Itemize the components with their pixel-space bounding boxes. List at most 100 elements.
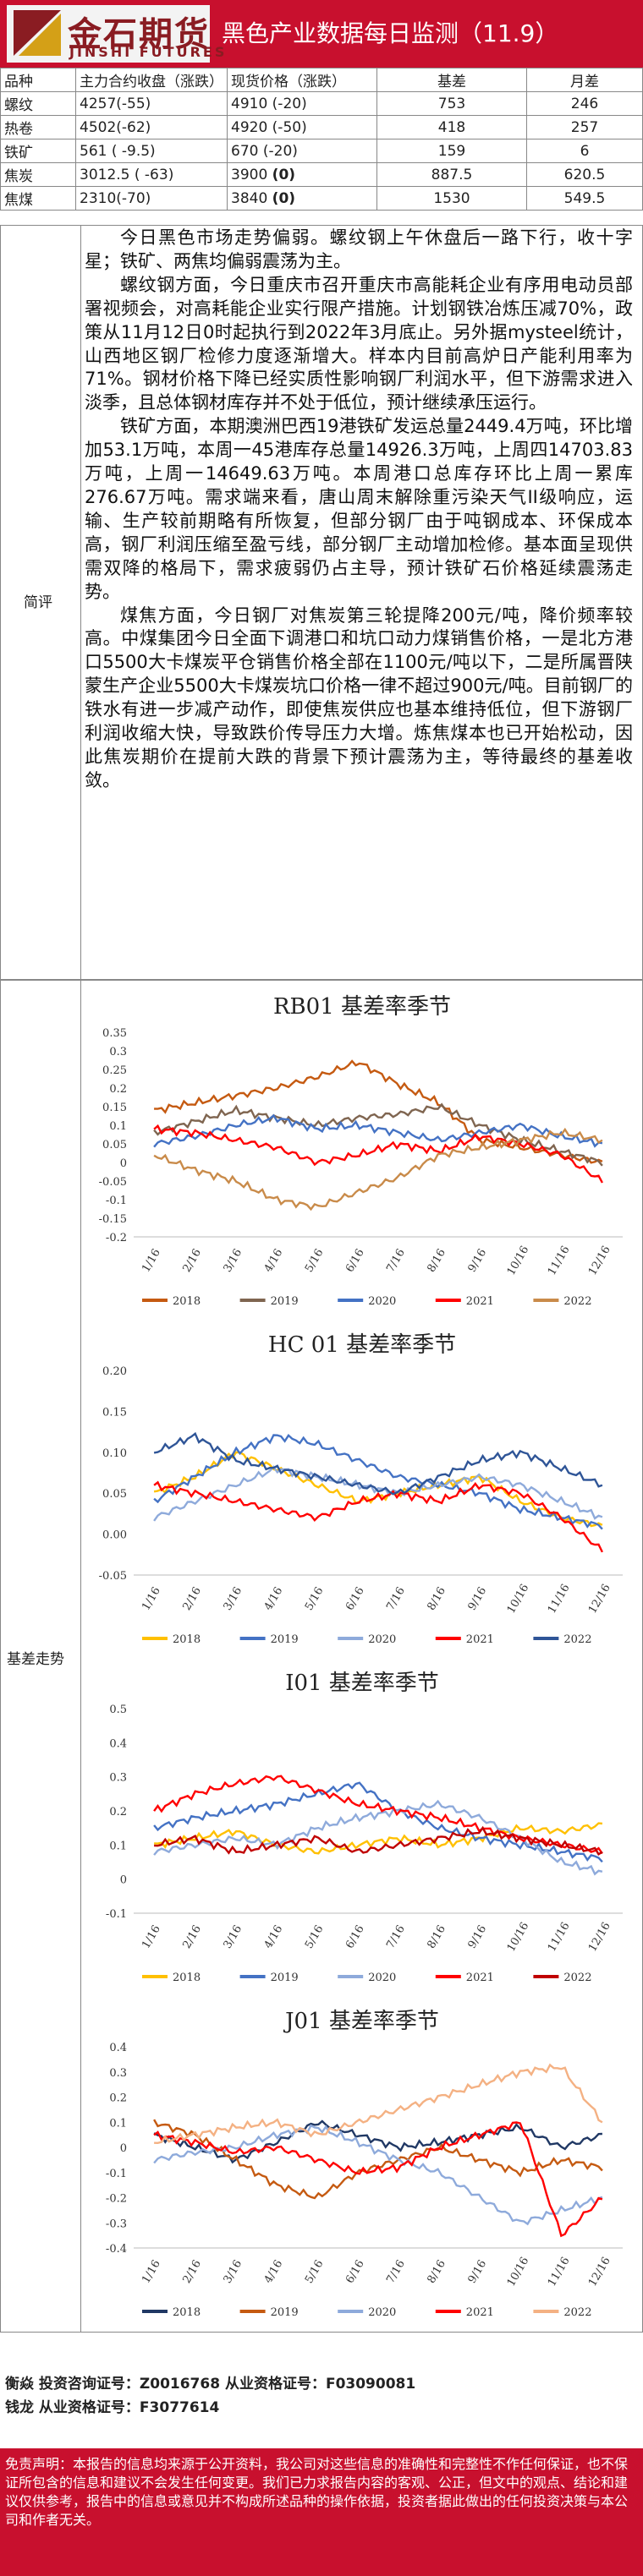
x-tick-label: 1/16 (140, 2258, 163, 2286)
x-tick-label: 12/16 (586, 1244, 613, 1277)
commentary-paragraph: 铁矿方面，本期澳洲巴西19港铁矿发运总量2449.4万吨，环比增加53.1万吨，… (85, 416, 633, 602)
y-tick-label: 0.35 (102, 1027, 127, 1040)
spot-change: (0) (272, 189, 296, 207)
legend-label: 2020 (368, 1972, 396, 1984)
y-tick-label: 0.15 (102, 1406, 127, 1419)
charts-label: 基差走势 (7, 1651, 64, 1668)
chart-title: I01 基差率季节 (285, 1671, 439, 1696)
commentary-paragraph: 今日黑色市场走势偏弱。螺纹钢上午休盘后一路下行，收十字星；铁矿、两焦均偏弱震荡为… (85, 227, 633, 271)
y-tick-label: 0.25 (102, 1064, 127, 1077)
commentary-label-cell: 简评 (0, 225, 81, 980)
spot-cell: 4910 (-20) (227, 91, 377, 116)
x-tick-label: 8/16 (425, 1247, 448, 1275)
y-tick-label: 0 (120, 2142, 127, 2155)
legend-label: 2022 (563, 2306, 591, 2319)
series-line-2020 (153, 1799, 603, 1876)
spot-change: (0) (272, 166, 296, 183)
x-tick-label: 6/16 (343, 1923, 367, 1951)
x-tick-label: 3/16 (222, 2258, 245, 2286)
x-tick-label: 10/16 (505, 2255, 532, 2289)
legend-label: 2019 (271, 1295, 299, 1308)
futures-cell: 3012.5 ( -63) (75, 162, 228, 187)
x-tick-label: 3/16 (222, 1585, 245, 1613)
x-tick-label: 3/16 (222, 1247, 245, 1275)
variety-cell: 焦炭 (0, 162, 76, 187)
x-tick-label: 8/16 (425, 2258, 448, 2286)
col-header-variety: 品种 (0, 68, 76, 92)
series-line-2021 (153, 1480, 603, 1553)
x-tick-label: 11/16 (546, 1582, 573, 1616)
y-tick-label: 0.3 (109, 2067, 127, 2080)
y-tick-label: -0.05 (99, 1176, 127, 1189)
y-tick-label: 0.10 (102, 1447, 127, 1460)
series-line-2022 (154, 2063, 603, 2145)
spot-price: 3840 (231, 189, 268, 207)
table-row: 铁矿 561 ( -9.5) 670 (-20) 159 6 (0, 139, 643, 163)
x-tick-label: 8/16 (425, 1585, 448, 1613)
series-line-2018 (154, 1822, 603, 1855)
legend-label: 2019 (271, 1972, 299, 1984)
series-line-2019 (153, 2119, 603, 2200)
table-row: 焦炭 3012.5 ( -63) 3900 (0) 887.5 620.5 (0, 162, 643, 187)
series-line-2020 (153, 1465, 603, 1522)
hc01-basis-chart: HC 01 基差率季节 0.20 0.15 0.10 0.05 0.00 -0.05 1/16… (99, 1332, 623, 1646)
series-line-2021 (153, 2121, 603, 2238)
x-tick-label: 8/16 (425, 1923, 448, 1951)
legend-label: 2020 (368, 2306, 396, 2319)
spot-change: (-20) (272, 95, 307, 112)
y-tick-label: 0.05 (102, 1488, 127, 1501)
x-tick-label: 7/16 (384, 1923, 408, 1951)
x-tick-label: 3/16 (222, 1923, 245, 1951)
x-tick-label: 9/16 (466, 1923, 490, 1951)
x-tick-label: 5/16 (303, 1923, 327, 1951)
logo-english-name: JINSHI FUTURES (69, 44, 228, 60)
col-header-spread: 月差 (526, 68, 643, 92)
y-tick-label: 0.20 (102, 1365, 127, 1378)
y-tick-label: -0.05 (99, 1570, 127, 1583)
y-tick-label: 0.2 (109, 1083, 127, 1096)
analyst-info-2: 钱龙 从业资格证号：F3077614 (5, 2399, 220, 2416)
x-tick-label: 7/16 (384, 1585, 408, 1613)
y-tick-label: -0.1 (106, 2168, 127, 2180)
series-line-2021 (153, 1124, 603, 1184)
legend-label: 2018 (173, 1972, 201, 1984)
j01-basis-chart: J01 基差率季节 0.4 0.3 0.2 0.1 0 -0.1 -0.2 -0.3 -0.4 1/… (106, 2009, 623, 2319)
x-tick-label: 11/16 (546, 1244, 573, 1277)
spot-price: 3900 (231, 166, 268, 183)
chart-title: RB01 基差率季节 (273, 994, 451, 1020)
spread-cell: 620.5 (526, 162, 643, 187)
basis-cell: 887.5 (376, 162, 527, 187)
y-tick-label: 0.00 (102, 1529, 127, 1542)
series-line-2018 (153, 2119, 602, 2164)
y-tick-label: 0.5 (109, 1704, 127, 1716)
x-tick-label: 1/16 (140, 1585, 163, 1613)
x-tick-label: 12/16 (586, 1920, 613, 1954)
series-line-2018 (154, 1059, 603, 1164)
x-tick-label: 7/16 (384, 1247, 408, 1275)
spot-cell: 4920 (-50) (227, 115, 377, 139)
x-tick-label: 10/16 (505, 1582, 532, 1616)
legend-label: 2020 (368, 1295, 396, 1308)
x-tick-label: 9/16 (466, 1247, 490, 1275)
col-header-futures: 主力合约收盘（涨跌） (75, 68, 228, 92)
i01-basis-chart: I01 基差率季节 0.5 0.4 0.3 0.2 0.1 0 -0.1 1/16 2/16 3/1… (106, 1671, 623, 1984)
x-tick-label: 11/16 (546, 1920, 573, 1954)
y-tick-label: 0.4 (109, 2042, 127, 2054)
variety-cell: 热卷 (0, 115, 76, 139)
legend-label: 2021 (466, 1972, 494, 1984)
y-tick-label: 0.2 (109, 1806, 127, 1819)
spot-price: 4920 (231, 118, 268, 136)
y-tick-label: 0.2 (109, 2092, 127, 2105)
legend-label: 2022 (563, 1633, 591, 1646)
legend-label: 2020 (368, 1633, 396, 1646)
series-line-2020 (153, 1113, 603, 1148)
series-line-2019 (153, 1433, 603, 1530)
x-tick-label: 9/16 (466, 1585, 490, 1613)
spot-price: 4910 (231, 95, 268, 112)
spot-change: (-50) (272, 118, 307, 136)
y-tick-label: -0.1 (106, 1195, 127, 1207)
series-line-2022 (153, 1431, 603, 1496)
series-line-2021 (153, 1775, 603, 1855)
futures-cell: 4502(-62) (75, 115, 228, 139)
spot-change: (-20) (262, 142, 298, 160)
